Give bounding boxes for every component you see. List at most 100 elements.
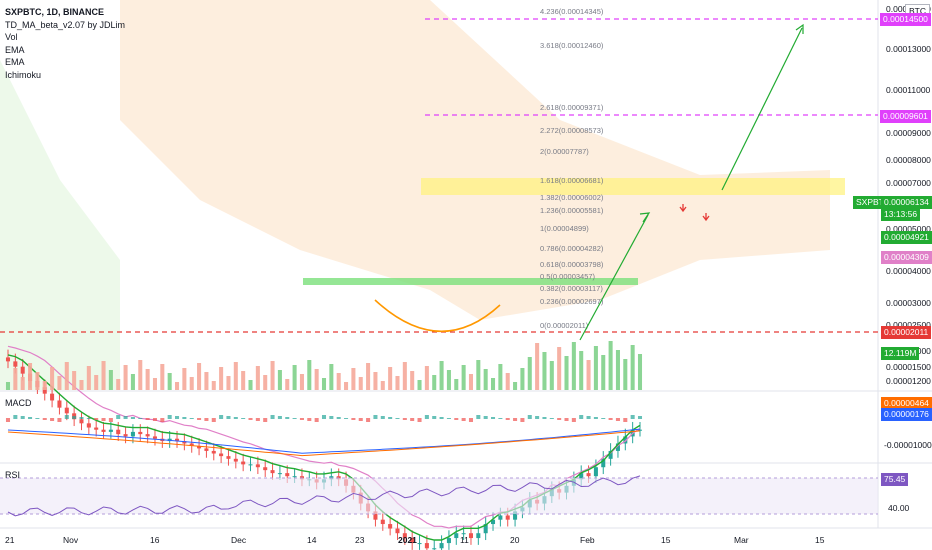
- volume-bar: [108, 370, 113, 390]
- candle-body: [476, 533, 481, 539]
- target-2-tag: 0.00014500: [880, 13, 931, 26]
- macd-histogram-bar: [321, 415, 327, 419]
- price-axis-tick: 0.00003000: [886, 298, 931, 308]
- time-axis-tick: 16: [150, 535, 160, 545]
- macd-histogram-bar: [336, 417, 341, 419]
- macd-histogram-bar: [57, 418, 62, 422]
- volume-bar: [94, 375, 99, 390]
- macd-histogram-bar: [211, 418, 216, 422]
- volume-bar: [197, 363, 202, 390]
- fib-label: 4.236(0.00014345): [540, 7, 604, 16]
- volume-bar: [226, 376, 231, 390]
- candle-body: [64, 407, 69, 414]
- volume-bar: [182, 368, 187, 390]
- candle-body: [292, 476, 297, 478]
- macd-histogram-bar: [255, 418, 260, 421]
- macd-histogram-bar: [13, 415, 18, 419]
- candle-body: [593, 467, 598, 477]
- candle-body: [226, 456, 231, 459]
- macd-axis-tick: -0.00001000: [884, 440, 932, 450]
- price-axis-tick: 0.00009000: [886, 128, 931, 138]
- volume-bar: [417, 380, 422, 390]
- macd-histogram-bar: [5, 418, 11, 422]
- macd-histogram-bar: [270, 415, 275, 419]
- volume-bar: [175, 382, 180, 390]
- macd-histogram-bar: [219, 415, 224, 419]
- trendline: [579, 214, 649, 341]
- fib-label: 3.618(0.00012460): [540, 41, 604, 50]
- volume-bar: [373, 372, 378, 390]
- macd-histogram-bar: [439, 417, 444, 419]
- candle-body: [410, 538, 415, 544]
- volume-bar: [72, 371, 77, 390]
- macd-histogram-bar: [402, 418, 407, 420]
- target-arrow-head: [795, 23, 804, 34]
- fib-label: 2.618(0.00009371): [540, 103, 604, 112]
- candle-body: [461, 533, 466, 535]
- candle-body: [579, 473, 584, 480]
- volume-bar: [255, 366, 260, 390]
- macd-histogram-bar: [491, 417, 496, 419]
- volume-bar: [557, 347, 562, 390]
- macd-histogram-bar: [461, 418, 466, 421]
- macd-histogram-bar: [35, 418, 40, 419]
- candle-body: [145, 434, 150, 437]
- candle-body: [241, 461, 246, 465]
- candle-body: [615, 443, 620, 451]
- macd-histogram-bar: [358, 418, 363, 421]
- candle-body: [50, 393, 55, 401]
- volume-bar: [358, 377, 363, 390]
- chart-legend: SXPBTC, 1D, BINANCE TD_MA_beta_v2.07 by …: [5, 6, 125, 81]
- macd-histogram-bar: [277, 416, 282, 419]
- candle-body: [491, 519, 496, 525]
- volume-bar: [432, 375, 437, 390]
- macd-histogram-bar: [424, 415, 429, 419]
- volume-bar: [615, 350, 620, 390]
- volume-bar: [116, 379, 121, 390]
- macd-signal-line: [7, 430, 641, 457]
- volume-bar: [637, 354, 643, 390]
- down-arrow-marker: [702, 213, 710, 222]
- candle-body: [5, 357, 11, 362]
- price-axis-tick: 0.00007000: [886, 178, 931, 188]
- volume-bar: [454, 379, 459, 390]
- candle-body: [175, 438, 180, 442]
- macd-histogram-bar: [549, 418, 554, 419]
- price-axis-tick: 0.00008000: [886, 155, 931, 165]
- price-axis-tick: 0.00001200: [886, 376, 931, 386]
- volume-bar: [35, 372, 40, 390]
- rsi-band: [0, 478, 878, 514]
- volume-bar: [248, 380, 253, 390]
- indicator-ichimoku: Ichimoku: [5, 69, 42, 80]
- macd-histogram-bar: [263, 418, 268, 422]
- macd-histogram-bar: [483, 416, 488, 419]
- macd-histogram-bar: [623, 418, 628, 422]
- volume-bar: [439, 361, 444, 390]
- volume-bar: [468, 374, 473, 390]
- volume-bar: [64, 362, 69, 390]
- candle-body: [152, 436, 157, 439]
- volume-bar: [564, 356, 569, 390]
- macd-histogram-bar: [608, 418, 613, 420]
- candle-body: [623, 436, 628, 444]
- price-axis-tick: 0.00011000: [886, 85, 931, 95]
- volume-bar: [152, 378, 157, 390]
- fib-label: 0.236(0.00002697): [540, 297, 604, 306]
- volume-bar: [498, 364, 503, 390]
- volume-bar: [608, 341, 613, 390]
- macd-histogram-bar: [307, 418, 312, 421]
- volume-bar: [461, 365, 466, 390]
- volume-bar: [513, 382, 518, 390]
- countdown-tag: 13:13:56: [881, 208, 921, 221]
- volume-bar: [5, 382, 11, 390]
- volume-bar: [542, 352, 547, 390]
- macd-histogram-bar: [344, 418, 349, 419]
- candle-body: [395, 528, 400, 534]
- volume-bar: [285, 379, 290, 390]
- macd-label: MACD: [5, 398, 32, 408]
- candle-body: [197, 445, 202, 449]
- macd-line: [7, 428, 641, 454]
- macd-histogram-bar: [72, 416, 77, 419]
- macd-histogram-bar: [417, 418, 422, 422]
